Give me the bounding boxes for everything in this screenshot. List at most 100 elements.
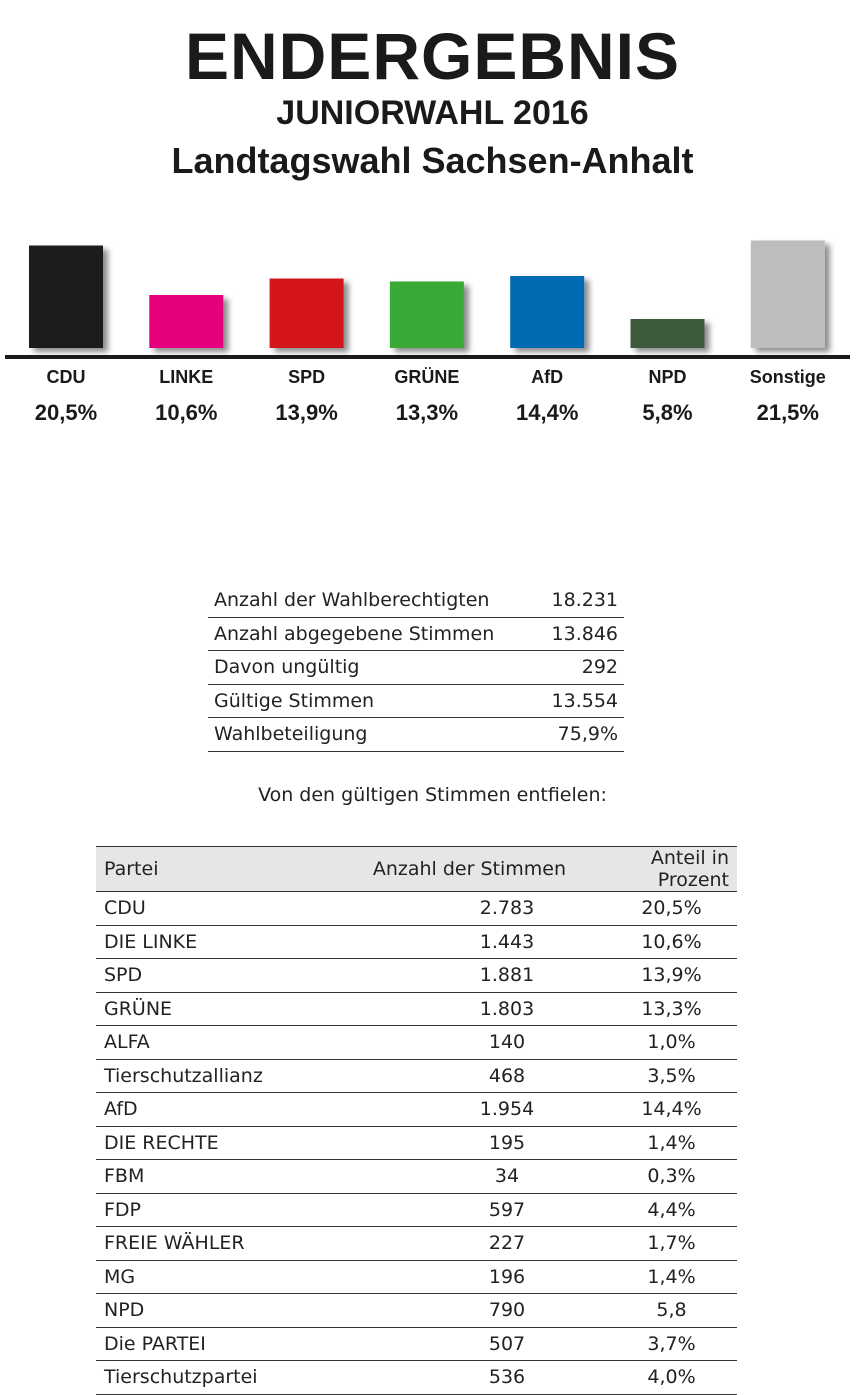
category-label: LINKE	[159, 367, 213, 387]
category-label: NPD	[648, 367, 686, 387]
percent-cell: 1,4%	[574, 1126, 737, 1160]
percent-cell: 3,5%	[574, 1059, 737, 1093]
percent-cell: 10,6%	[574, 925, 737, 959]
votes-cell: 536	[338, 1360, 574, 1395]
party-name-cell: FREIE WÄHLER	[96, 1226, 338, 1261]
value-label: 14,4%	[516, 400, 578, 425]
results-caption: Von den gültigen Stimmen entfielen:	[258, 784, 607, 806]
party-name-cell: NPD	[96, 1293, 338, 1328]
party-name-cell: SPD	[96, 958, 338, 993]
category-label: SPD	[288, 367, 325, 387]
table-row: FREIE WÄHLER 227 1,7%	[96, 1226, 737, 1261]
value-label: 13,9%	[275, 400, 337, 425]
table-row: FDP 597 4,4%	[96, 1193, 737, 1227]
percent-cell: 0,3%	[574, 1159, 737, 1194]
votes-cell: 507	[338, 1327, 574, 1361]
percent-cell: 1,4%	[574, 1260, 737, 1294]
table-row: SPD 1.881 13,9%	[96, 958, 737, 993]
stats-label: Wahlbeteiligung	[208, 717, 536, 752]
votes-cell: 2.783	[338, 891, 574, 926]
stats-row: Anzahl der Wahlberechtigten 18.231	[208, 584, 624, 618]
party-name-cell: Die PARTEI	[96, 1327, 338, 1361]
votes-cell: 1.443	[338, 925, 574, 959]
table-row: DIE RECHTE 195 1,4%	[96, 1126, 737, 1160]
stats-value: 13.554	[535, 684, 624, 718]
party-name-cell: GRÜNE	[96, 992, 338, 1026]
category-label: Sonstige	[750, 367, 826, 387]
votes-cell: 1.803	[338, 992, 574, 1026]
percent-cell: 3,7%	[574, 1327, 737, 1361]
stats-label: Gültige Stimmen	[208, 684, 536, 718]
stats-label: Davon ungültig	[208, 650, 536, 685]
party-name-cell: AfD	[96, 1092, 338, 1127]
header-anzahl: Anzahl der Stimmen	[338, 846, 574, 892]
votes-cell: 196	[338, 1260, 574, 1294]
table-row: NPD 790 5,8	[96, 1293, 737, 1328]
votes-cell: 140	[338, 1025, 574, 1060]
table-row: MG 196 1,4%	[96, 1260, 737, 1294]
stats-value: 75,9%	[535, 717, 624, 752]
percent-cell: 1,0%	[574, 1025, 737, 1060]
bar-afd	[510, 276, 585, 348]
bar-npd	[630, 319, 705, 348]
party-name-cell: FDP	[96, 1193, 338, 1227]
party-name-cell: FBM	[96, 1159, 338, 1194]
results-table: Partei Anzahl der Stimmen Anteil in Proz…	[96, 846, 737, 1395]
table-row: Die PARTEI 507 3,7%	[96, 1327, 737, 1361]
header-anteil: Anteil in Prozent	[574, 846, 737, 892]
percent-cell: 13,9%	[574, 958, 737, 993]
percent-cell: 14,4%	[574, 1092, 737, 1127]
table-row: GRÜNE 1.803 13,3%	[96, 992, 737, 1026]
header-partei: Partei	[96, 846, 338, 892]
votes-cell: 34	[338, 1159, 574, 1194]
table-row: ALFA 140 1,0%	[96, 1025, 737, 1060]
category-label: AfD	[531, 367, 563, 387]
party-name-cell: Tierschutzallianz	[96, 1059, 338, 1093]
results-header-row: Partei Anzahl der Stimmen Anteil in Proz…	[96, 846, 737, 892]
bar-linke	[149, 295, 224, 348]
votes-cell: 790	[338, 1293, 574, 1328]
page-subtitle: JUNIORWAHL 2016	[276, 94, 589, 132]
value-label: 10,6%	[155, 400, 217, 425]
stats-value: 18.231	[535, 584, 624, 618]
stats-label: Anzahl abgegebene Stimmen	[208, 617, 536, 651]
stats-label: Anzahl der Wahlberechtigten	[208, 584, 536, 618]
value-label: 20,5%	[35, 400, 97, 425]
bar-spd	[269, 278, 344, 348]
value-label: 13,3%	[396, 400, 458, 425]
party-name-cell: Tierschutzpartei	[96, 1360, 338, 1395]
percent-cell: 13,3%	[574, 992, 737, 1026]
value-label: 5,8%	[642, 400, 692, 425]
page-subtitle-election: Landtagswahl Sachsen-Anhalt	[171, 140, 694, 181]
votes-cell: 597	[338, 1193, 574, 1227]
percent-cell: 1,7%	[574, 1226, 737, 1261]
party-name-cell: DIE LINKE	[96, 925, 338, 959]
party-name-cell: DIE RECHTE	[96, 1126, 338, 1160]
stats-row: Anzahl abgegebene Stimmen 13.846	[208, 617, 624, 651]
page-title: ENDERGEBNIS	[184, 19, 681, 93]
stats-row: Gültige Stimmen 13.554	[208, 684, 624, 718]
party-name-cell: ALFA	[96, 1025, 338, 1060]
table-row: CDU 2.783 20,5%	[96, 891, 737, 926]
percent-cell: 4,4%	[574, 1193, 737, 1227]
table-row: FBM 34 0,3%	[96, 1159, 737, 1194]
stats-value: 292	[535, 650, 624, 685]
table-row: Tierschutzpartei 536 4,0%	[96, 1360, 737, 1395]
percent-cell: 5,8	[574, 1293, 737, 1328]
stats-row: Wahlbeteiligung 75,9%	[208, 717, 624, 752]
bar-cdu	[29, 245, 103, 348]
bar-grüne	[389, 281, 464, 348]
votes-cell: 1.954	[338, 1092, 574, 1127]
percent-cell: 4,0%	[574, 1360, 737, 1395]
table-row: AfD 1.954 14,4%	[96, 1092, 737, 1127]
value-label: 21,5%	[757, 400, 819, 425]
votes-cell: 195	[338, 1126, 574, 1160]
party-name-cell: CDU	[96, 891, 338, 926]
party-name-cell: MG	[96, 1260, 338, 1294]
stats-table: Anzahl der Wahlberechtigten 18.231 Anzahl …	[208, 584, 624, 752]
table-row: DIE LINKE 1.443 10,6%	[96, 925, 737, 959]
table-row: Tierschutzallianz 468 3,5%	[96, 1059, 737, 1093]
votes-cell: 1.881	[338, 958, 574, 993]
stats-value: 13.846	[535, 617, 624, 651]
votes-cell: 227	[338, 1226, 574, 1261]
